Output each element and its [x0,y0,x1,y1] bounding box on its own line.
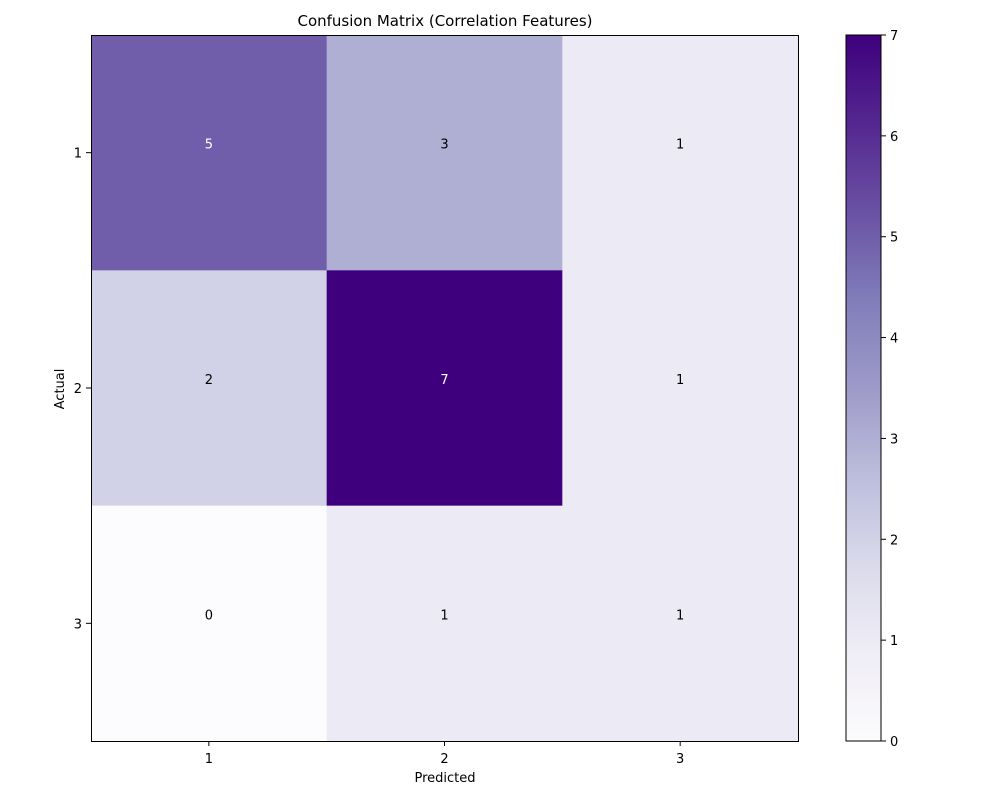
x-tick-label: 1 [205,752,213,767]
y-tick-label: 1 [74,147,82,162]
heatmap-cell-r3-c1 [91,505,328,742]
heatmap-cell-r1-c3 [562,35,799,271]
y-axis-label: Actual [53,369,68,410]
colorbar-tick-label: 7 [890,29,898,44]
heatmap-cell-r2-c3 [562,270,799,507]
cell-value-r3-c3: 1 [676,608,684,623]
heatmap-cells [91,35,799,742]
colorbar-tick-label: 6 [890,130,898,145]
x-tick-label: 3 [676,752,684,767]
colorbar-tick-label: 0 [890,735,898,750]
cell-value-r2-c2: 7 [440,373,448,388]
y-tick-label: 3 [74,617,82,632]
chart-title: Confusion Matrix (Correlation Features) [297,12,592,30]
y-axis-ticks: 1 2 3 [74,147,91,632]
heatmap-cell-r3-c3 [562,505,799,742]
cell-value-r1-c3: 1 [676,138,684,153]
x-axis-ticks: 1 2 3 [205,741,684,767]
cell-value-r1-c2: 3 [440,138,448,153]
cell-value-r3-c2: 1 [440,608,448,623]
heatmap-cell-r2-c1 [91,270,328,507]
x-axis-label: Predicted [414,771,475,786]
heatmap-cell-r1-c1 [91,35,328,271]
heatmap-cell-r3-c2 [326,505,563,742]
cell-value-r2-c1: 2 [205,373,213,388]
colorbar-tick-label: 5 [890,231,898,246]
heatmap-cell-labels: 5 3 1 2 7 1 0 1 1 [205,138,685,624]
cell-value-r1-c1: 5 [205,138,213,153]
cell-value-r3-c1: 0 [205,608,213,623]
colorbar-tick-label: 1 [890,634,898,649]
cell-value-r2-c3: 1 [676,373,684,388]
colorbar-tick-label: 4 [890,332,898,347]
heatmap-cell-r2-c2 [326,270,563,507]
colorbar-ticks: 0 1 2 3 4 5 6 7 [881,29,898,750]
colorbar-tick-label: 2 [890,533,898,548]
heatmap-cell-r1-c2 [326,35,563,271]
y-tick-label: 2 [74,382,82,397]
x-tick-label: 2 [440,752,448,767]
colorbar-tick-label: 3 [890,432,898,447]
colorbar [845,34,882,742]
